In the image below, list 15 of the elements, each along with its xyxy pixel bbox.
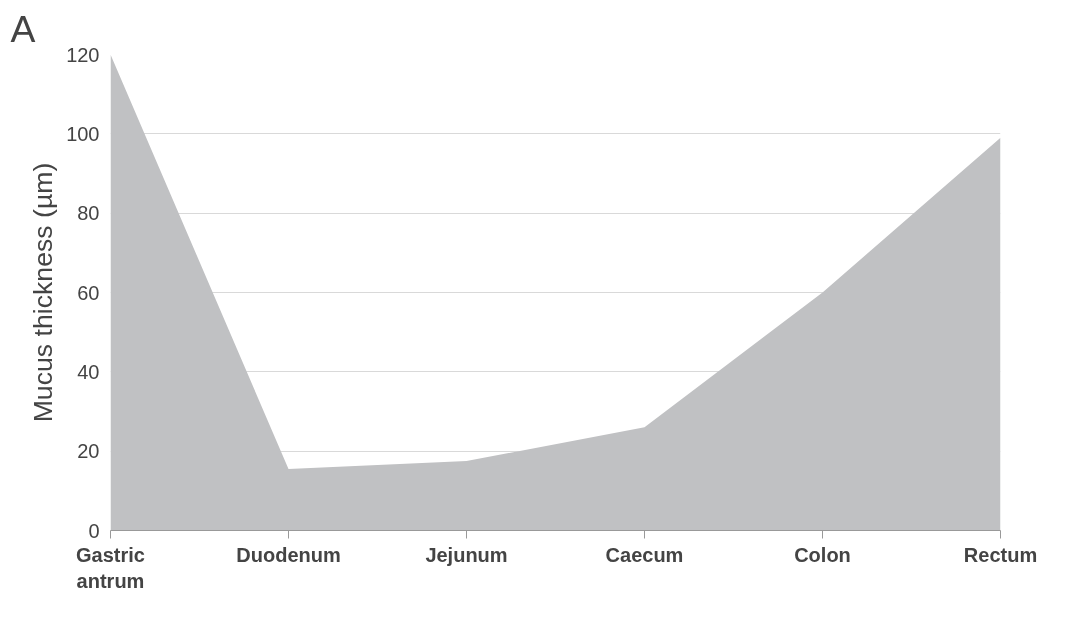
y-tick-label: 40: [77, 360, 100, 383]
x-tick-label: Rectum: [963, 543, 1038, 566]
x-tick-label: Caecum: [605, 543, 684, 566]
x-tick-label: Colon: [794, 543, 851, 566]
y-tick-label: 120: [66, 43, 100, 66]
x-tick-label: Jejunum: [425, 543, 508, 566]
y-tick-label: 0: [88, 519, 100, 542]
x-tick-label: Duodenum: [236, 543, 341, 566]
y-tick-label: 100: [66, 122, 100, 145]
y-tick-label: 60: [77, 281, 100, 304]
y-tick-label: 80: [77, 202, 100, 225]
y-tick-label: 20: [77, 440, 100, 463]
x-tick-label: Gastric antrum: [76, 543, 145, 592]
y-axis-title: Mucus thickness (µm): [28, 162, 59, 423]
text: A: [10, 7, 36, 50]
